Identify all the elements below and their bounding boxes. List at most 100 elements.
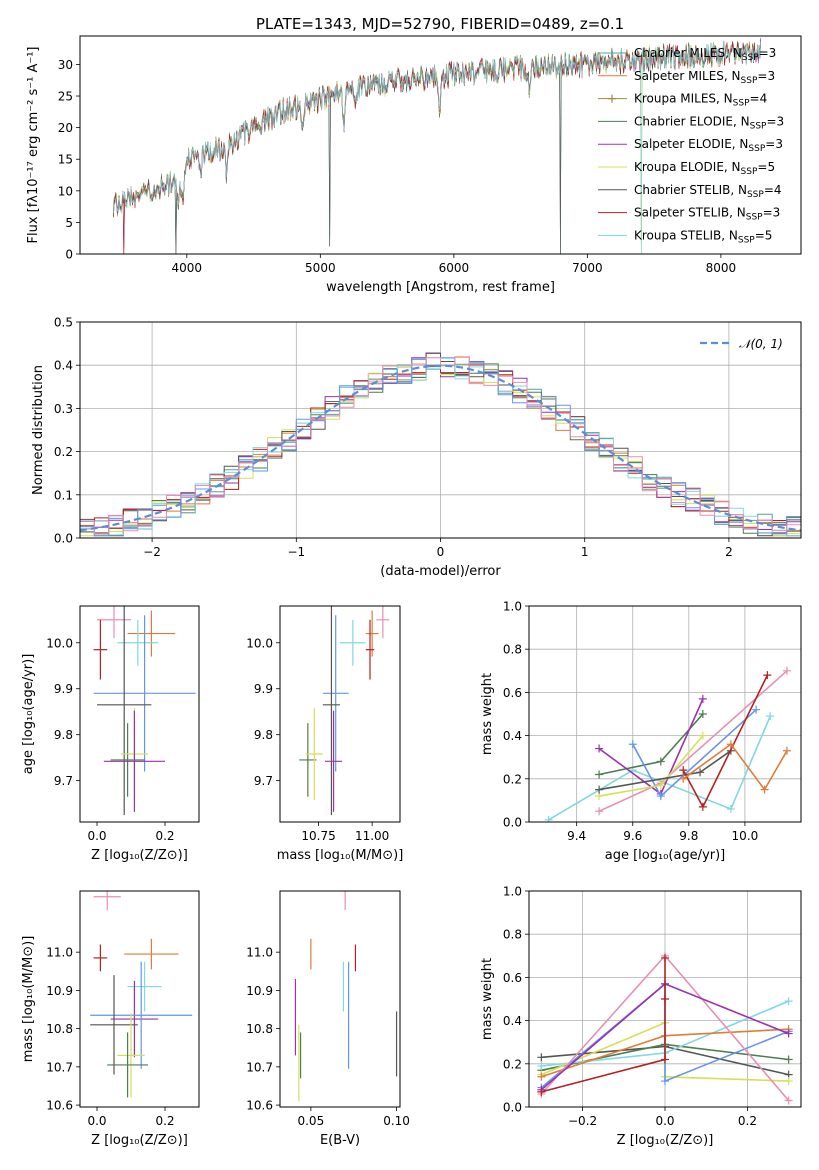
y-tick-label: 0.0 (54, 532, 73, 546)
plus-marker (628, 740, 637, 749)
plot-area (537, 951, 793, 1105)
chart-mass_vs_ebv: 0.05 0.10 10.6 10.7 10.8 10.9 11.0 E(B-V) (246, 890, 410, 1148)
mass-weight-line (682, 674, 769, 809)
y-tick-label: 10.9 (246, 984, 273, 998)
y-tick-label: 10.9 (46, 984, 73, 998)
plus-marker (679, 774, 688, 783)
y-axis-label: mass [log₁₀(M/M⊙)] (21, 936, 36, 1063)
x-axis-label: Z [log₁₀(Z/Z⊙)] (91, 1133, 188, 1148)
x-tick-label: 8000 (706, 261, 737, 275)
plus-marker (760, 785, 769, 794)
plus-marker (661, 1055, 669, 1064)
legend: 𝒩(0, 1) (700, 337, 783, 351)
plus-marker (537, 1053, 546, 1062)
x-tick-label: 1 (581, 545, 589, 559)
plus-marker (698, 802, 707, 811)
gaussian-curve (80, 364, 801, 532)
y-tick-label: 1.0 (503, 600, 522, 614)
plus-marker (696, 768, 705, 777)
y-tick-label: 10.7 (246, 1060, 273, 1074)
axes-frame (279, 890, 401, 1108)
x-axis-label: Z [log₁₀(Z/Z⊙)] (91, 848, 188, 863)
y-tick-label: 0.1 (54, 488, 73, 502)
plus-marker (661, 953, 669, 962)
plus-marker (661, 1077, 669, 1086)
y-tick-label: 9.7 (54, 774, 73, 788)
y-tick-label: 10.7 (46, 1060, 73, 1074)
x-tick-label: −1 (287, 545, 305, 559)
legend-sub: SSP (741, 167, 758, 177)
y-tick-label: 20 (58, 121, 73, 135)
y-tick-label: 0.2 (503, 1057, 522, 1071)
x-axis-label: (data-model)/error (380, 564, 501, 579)
plus-marker (726, 805, 735, 814)
plot-area (93, 606, 196, 816)
legend-label: Kroupa ELODIE, NSSP=5 (634, 160, 775, 177)
y-tick-label: 25 (58, 90, 73, 104)
x-tick-label: 0.10 (383, 1114, 410, 1128)
x-tick-label: −2 (143, 545, 161, 559)
y-tick-label: 0.2 (503, 772, 522, 786)
x-axis-label: E(B-V) (320, 1133, 360, 1148)
plus-marker (698, 694, 707, 703)
plus-marker (784, 1055, 793, 1064)
x-tick-label: 0 (437, 545, 445, 559)
legend-label: 𝒩(0, 1) (739, 337, 783, 351)
plot-area (294, 891, 398, 1102)
legend-label: Salpeter STELIB, NSSP=3 (634, 206, 780, 223)
y-tick-label: 0.6 (503, 971, 522, 985)
chart-spectrum: 4000 5000 6000 7000 8000 0 5 10 15 20 25 30 waveleng… (26, 35, 802, 295)
plus-marker (766, 712, 775, 721)
plus-marker (537, 1061, 546, 1070)
legend-sub: SSP (750, 121, 767, 131)
y-tick-label: 9.8 (254, 728, 273, 742)
x-tick-label: 0.2 (155, 1114, 174, 1128)
y-tick-label: 9.7 (254, 774, 273, 788)
plot-area (299, 606, 390, 816)
legend-tail: =3 (766, 114, 784, 128)
plus-marker (595, 744, 604, 753)
legend-label: Chabrier ELODIE, NSSP=3 (634, 114, 784, 131)
axes-frame (79, 605, 200, 823)
legend-tail: =3 (757, 69, 775, 83)
x-tick-label: 0.0 (87, 829, 106, 843)
plus-marker (537, 1072, 546, 1081)
legend-sub: SSP (742, 53, 759, 63)
plus-marker (661, 995, 669, 1003)
x-tick-label: 10.0 (732, 829, 759, 843)
legend-sub: SSP (738, 235, 755, 245)
y-tick-label: 10.6 (246, 1099, 273, 1113)
legend-label: Chabrier STELIB, NSSP=4 (634, 183, 782, 200)
x-tick-label: 5000 (305, 261, 336, 275)
axes-frame (79, 321, 802, 539)
y-tick-label: 10.0 (246, 636, 273, 650)
legend-tail: =3 (765, 137, 783, 151)
plus-marker (784, 1096, 793, 1105)
chart-age_vs_z: 0.0 0.2 9.7 9.8 9.9 10.0 Z [log₁₀(Z/Z⊙)] age [l… (21, 605, 200, 863)
x-tick-label: 6000 (439, 261, 470, 275)
y-tick-label: 0.6 (503, 686, 522, 700)
x-tick-label: 10.75 (301, 829, 335, 843)
y-tick-label: 0.2 (54, 445, 73, 459)
y-tick-label: 1.0 (503, 885, 522, 899)
y-tick-label: 9.9 (254, 682, 273, 696)
mass-weight-line (598, 713, 704, 776)
x-axis-label: Z [log₁₀(Z/Z⊙)] (617, 1133, 714, 1148)
legend-label: Salpeter MILES, NSSP=3 (634, 69, 775, 86)
y-tick-label: 0.3 (54, 402, 73, 416)
y-tick-label: 10.0 (46, 636, 73, 650)
legend-sub: SSP (746, 213, 763, 223)
y-tick-label: 0.0 (503, 1101, 522, 1115)
x-axis-label: age [log₁₀(age/yr)] (605, 848, 726, 863)
y-axis-label: Flux [fλ10⁻¹⁷ erg cm⁻² s⁻¹ A⁻¹] (26, 47, 41, 244)
y-tick-label: 10.8 (46, 1022, 73, 1036)
y-tick-label: 0.8 (503, 643, 522, 657)
plus-marker (537, 1087, 546, 1096)
chart-weight_vs_z: −0.2 0.0 0.2 0.0 0.2 0.4 0.6 0.8 1.0 Z [log₁₀(Z/Z… (480, 885, 802, 1148)
x-tick-label: 0.2 (155, 829, 174, 843)
legend-tail: =3 (763, 206, 781, 220)
y-tick-label: 0 (65, 248, 73, 262)
x-tick-label: 9.8 (679, 829, 698, 843)
y-tick-label: 0.4 (503, 1014, 522, 1028)
